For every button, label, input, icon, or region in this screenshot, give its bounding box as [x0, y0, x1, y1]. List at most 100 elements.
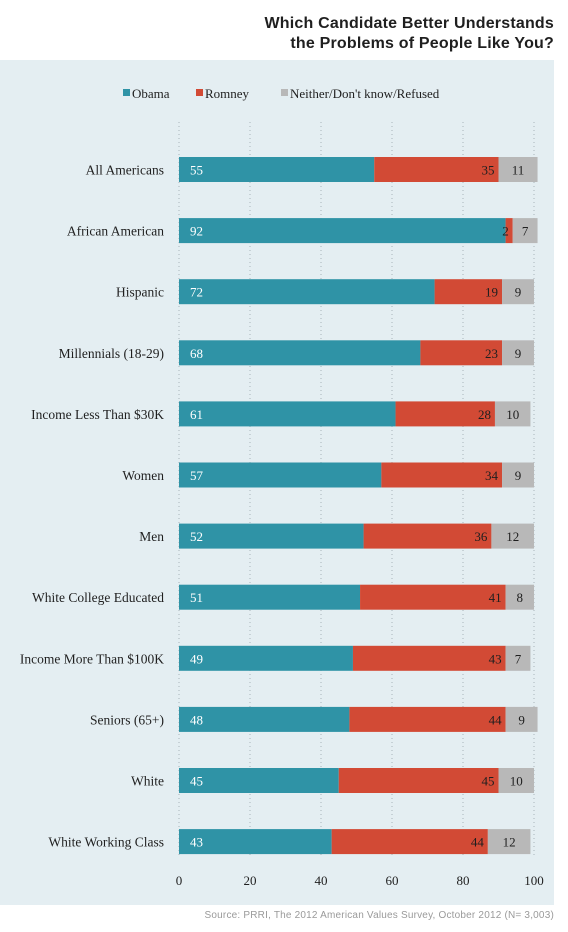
bar-1-0 — [179, 218, 506, 244]
data-label-10-1: 45 — [482, 774, 495, 789]
bar-5-2 — [502, 462, 534, 488]
bar-10-0 — [179, 768, 339, 793]
data-label-5-2: 9 — [515, 468, 522, 483]
data-label-0-2: 11 — [512, 163, 525, 178]
data-label-9-2: 9 — [518, 712, 525, 727]
bar-7-2 — [505, 584, 534, 610]
category-label-5: Women — [122, 468, 164, 483]
chart-title-line-1: Which Candidate Better Understands — [264, 15, 554, 32]
legend-label-1: Romney — [205, 86, 250, 101]
data-label-3-2: 9 — [515, 346, 522, 361]
bar-3-2 — [502, 340, 534, 366]
legend-label-0: Obama — [132, 86, 170, 101]
data-label-5-1: 34 — [485, 468, 499, 483]
category-label-2: Hispanic — [116, 285, 164, 300]
bar-8-1 — [352, 645, 506, 671]
category-label-8: Income More Than $100K — [20, 651, 164, 666]
bar-10-1 — [338, 768, 499, 793]
bar-1-2 — [512, 218, 538, 244]
x-tick-label-3: 60 — [386, 873, 399, 888]
data-label-5-0: 57 — [190, 468, 204, 483]
bar-3-1 — [420, 340, 503, 366]
data-label-2-1: 19 — [485, 285, 498, 300]
data-label-10-2: 10 — [510, 774, 523, 789]
data-label-4-0: 61 — [190, 407, 203, 422]
bar-3-0 — [179, 340, 421, 366]
bar-6-2 — [491, 523, 534, 549]
data-label-6-1: 36 — [474, 529, 488, 544]
bar-6-1 — [363, 523, 492, 549]
bar-4-1 — [395, 401, 495, 427]
category-label-7: White College Educated — [32, 590, 164, 605]
data-label-2-2: 9 — [515, 285, 522, 300]
data-label-6-2: 12 — [506, 529, 519, 544]
data-label-3-0: 68 — [190, 346, 203, 361]
data-label-10-0: 45 — [190, 774, 203, 789]
bar-2-0 — [179, 279, 435, 305]
legend-swatch-1 — [196, 89, 203, 96]
data-label-8-1: 43 — [489, 651, 502, 666]
bar-8-0 — [179, 645, 353, 671]
data-label-1-0: 92 — [190, 224, 203, 239]
data-label-1-1: 2 — [502, 224, 509, 239]
x-tick-label-2: 40 — [315, 873, 328, 888]
legend-label-2: Neither/Don't know/Refused — [290, 86, 440, 101]
data-label-0-1: 35 — [482, 163, 495, 178]
bar-7-0 — [179, 584, 361, 610]
bar-9-0 — [179, 706, 350, 732]
bar-5-1 — [381, 462, 503, 488]
legend-swatch-2 — [281, 89, 288, 96]
x-tick-label-4: 80 — [457, 873, 470, 888]
chart-title-line-2: the Problems of People Like You? — [290, 35, 554, 52]
x-tick-label-1: 20 — [244, 873, 257, 888]
bar-8-2 — [505, 645, 531, 671]
data-label-7-0: 51 — [190, 590, 203, 605]
data-label-7-1: 41 — [489, 590, 502, 605]
data-label-11-2: 12 — [503, 835, 516, 850]
data-label-3-1: 23 — [485, 346, 498, 361]
data-label-1-2: 7 — [522, 224, 529, 239]
bar-4-2 — [494, 401, 531, 427]
bar-2-1 — [434, 279, 503, 305]
data-label-4-1: 28 — [478, 407, 491, 422]
data-label-11-1: 44 — [471, 835, 485, 850]
data-label-2-0: 72 — [190, 285, 203, 300]
bar-2-2 — [502, 279, 534, 305]
category-label-4: Income Less Than $30K — [31, 407, 164, 422]
data-label-11-0: 43 — [190, 835, 203, 850]
data-label-0-0: 55 — [190, 163, 203, 178]
bar-7-1 — [360, 584, 506, 610]
bar-9-1 — [349, 706, 506, 732]
category-label-3: Millennials (18-29) — [59, 346, 164, 361]
legend-swatch-0 — [123, 89, 130, 96]
bar-11-0 — [179, 829, 332, 855]
category-label-9: Seniors (65+) — [90, 712, 164, 727]
category-label-10: White — [131, 774, 164, 789]
bar-1-1 — [505, 218, 513, 244]
x-tick-label-5: 100 — [524, 873, 544, 888]
bar-0-2 — [498, 157, 538, 182]
data-label-9-1: 44 — [489, 712, 503, 727]
bar-10-2 — [498, 768, 534, 793]
data-label-8-0: 49 — [190, 651, 203, 666]
source-note: Source: PRRI, The 2012 American Values S… — [204, 910, 554, 921]
bar-9-2 — [505, 706, 538, 732]
category-label-6: Men — [139, 529, 164, 544]
chart-title: Which Candidate Better Understands the P… — [264, 14, 554, 54]
bar-11-1 — [331, 829, 488, 855]
x-tick-label-0: 0 — [176, 873, 183, 888]
bar-0-1 — [374, 157, 499, 182]
data-label-7-2: 8 — [517, 590, 524, 605]
data-label-8-2: 7 — [515, 651, 522, 666]
category-label-1: African American — [67, 224, 164, 239]
bar-4-0 — [179, 401, 396, 427]
bar-0-0 — [179, 157, 375, 182]
data-label-6-0: 52 — [190, 529, 203, 544]
category-label-0: All Americans — [86, 163, 164, 178]
data-label-4-2: 10 — [506, 407, 519, 422]
bar-5-0 — [179, 462, 382, 488]
bar-6-0 — [179, 523, 364, 549]
data-label-9-0: 48 — [190, 712, 203, 727]
category-label-11: White Working Class — [48, 835, 164, 850]
